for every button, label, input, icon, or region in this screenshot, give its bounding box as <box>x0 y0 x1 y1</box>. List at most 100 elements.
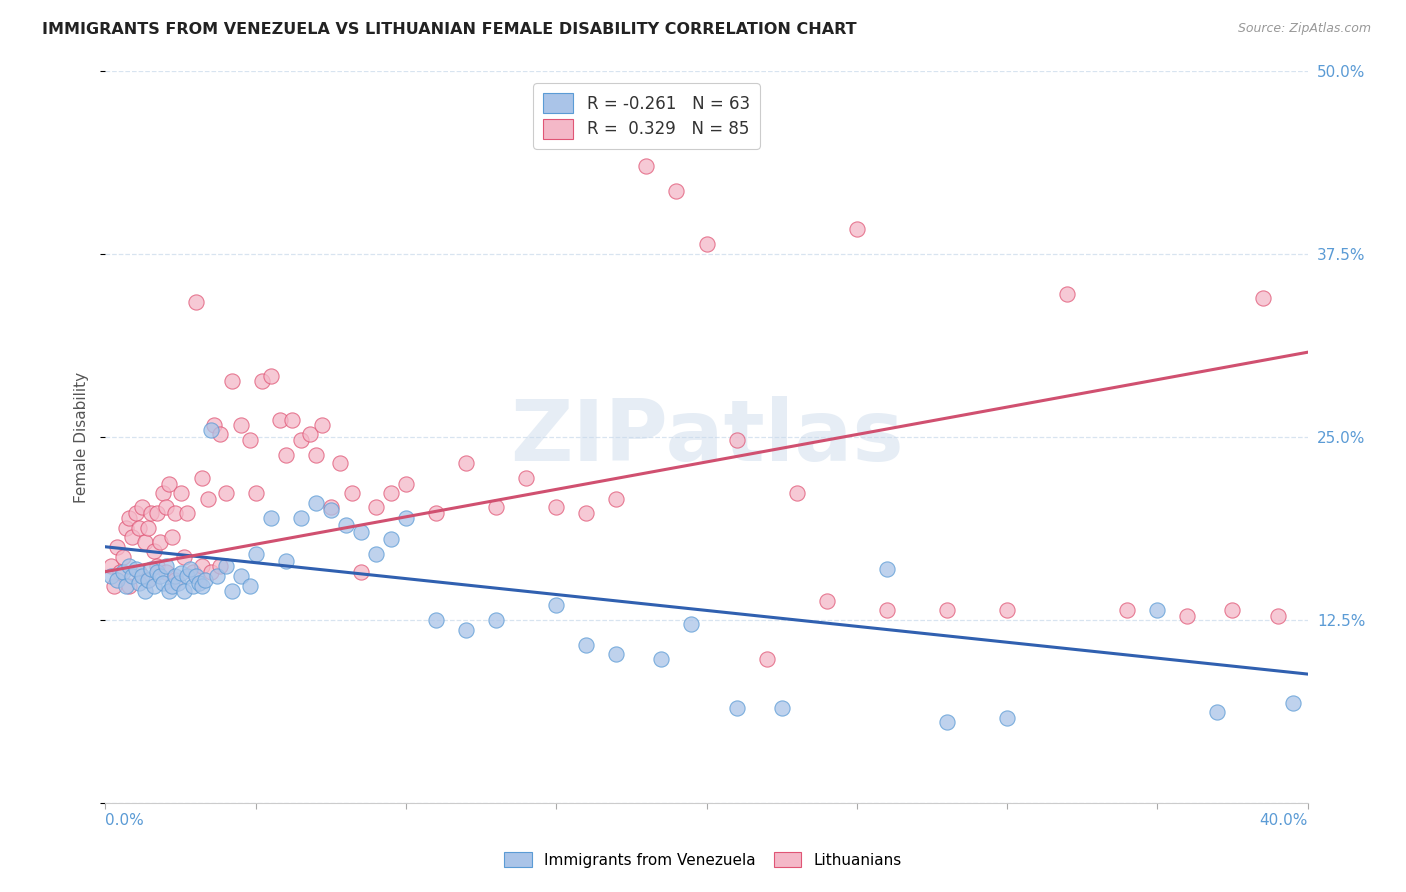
Point <box>605 491 627 506</box>
Point <box>605 647 627 661</box>
Point <box>1056 286 1078 301</box>
Point <box>187 576 209 591</box>
Point <box>142 579 165 593</box>
Point <box>152 485 174 500</box>
Point <box>208 558 231 573</box>
Point <box>176 506 198 520</box>
Point <box>1146 603 1168 617</box>
Point <box>995 603 1018 617</box>
Point <box>725 433 748 447</box>
Point <box>190 558 212 573</box>
Point <box>145 558 167 573</box>
Point <box>876 562 898 576</box>
Point <box>134 583 156 598</box>
Point <box>184 295 207 310</box>
Point <box>260 510 283 524</box>
Point <box>163 569 186 583</box>
Point <box>350 565 373 579</box>
Text: 0.0%: 0.0% <box>105 814 145 828</box>
Text: ZIPatlas: ZIPatlas <box>509 395 904 479</box>
Point <box>181 565 204 579</box>
Point <box>181 579 204 593</box>
Point <box>1251 291 1274 305</box>
Point <box>100 558 122 573</box>
Point <box>755 652 778 666</box>
Text: IMMIGRANTS FROM VENEZUELA VS LITHUANIAN FEMALE DISABILITY CORRELATION CHART: IMMIGRANTS FROM VENEZUELA VS LITHUANIAN … <box>42 22 856 37</box>
Point <box>118 510 141 524</box>
Point <box>250 375 273 389</box>
Point <box>845 222 868 236</box>
Point <box>665 184 688 198</box>
Point <box>305 448 328 462</box>
Point <box>1222 603 1244 617</box>
Point <box>166 576 188 591</box>
Point <box>176 569 198 583</box>
Point <box>142 544 165 558</box>
Point <box>128 521 150 535</box>
Point <box>208 427 231 442</box>
Point <box>636 160 658 174</box>
Point <box>290 510 312 524</box>
Point <box>148 569 170 583</box>
Point <box>155 565 177 579</box>
Point <box>194 574 217 588</box>
Point <box>274 554 297 568</box>
Point <box>281 412 304 426</box>
Point <box>335 517 357 532</box>
Point <box>145 565 167 579</box>
Point <box>725 700 748 714</box>
Point <box>395 476 418 491</box>
Point <box>696 237 718 252</box>
Point <box>546 599 568 613</box>
Point <box>179 562 201 576</box>
Point <box>245 485 267 500</box>
Point <box>139 506 162 520</box>
Point <box>145 506 167 520</box>
Point <box>112 565 135 579</box>
Point <box>190 471 212 485</box>
Point <box>229 569 252 583</box>
Point <box>136 574 159 588</box>
Point <box>995 711 1018 725</box>
Point <box>575 506 598 520</box>
Point <box>131 569 153 583</box>
Point <box>298 427 321 442</box>
Point <box>202 418 225 433</box>
Point <box>160 579 183 593</box>
Point <box>100 569 122 583</box>
Point <box>103 579 125 593</box>
Point <box>305 496 328 510</box>
Point <box>546 500 568 515</box>
Point <box>245 547 267 561</box>
Point <box>155 558 177 573</box>
Point <box>454 623 477 637</box>
Point <box>815 594 838 608</box>
Point <box>364 547 387 561</box>
Point <box>110 565 132 579</box>
Point <box>1175 608 1198 623</box>
Point <box>155 500 177 515</box>
Point <box>1116 603 1139 617</box>
Point <box>157 583 180 598</box>
Point <box>380 485 402 500</box>
Point <box>936 715 959 730</box>
Point <box>239 433 262 447</box>
Point <box>107 540 129 554</box>
Point <box>770 700 793 714</box>
Point <box>134 535 156 549</box>
Point <box>319 500 342 515</box>
Point <box>121 530 143 544</box>
Point <box>485 500 508 515</box>
Point <box>515 471 537 485</box>
Text: 40.0%: 40.0% <box>1260 814 1308 828</box>
Point <box>200 565 222 579</box>
Point <box>118 558 141 573</box>
Point <box>131 500 153 515</box>
Point <box>260 368 283 383</box>
Point <box>876 603 898 617</box>
Point <box>936 603 959 617</box>
Point <box>163 506 186 520</box>
Point <box>214 558 236 573</box>
Point <box>575 638 598 652</box>
Point <box>107 574 129 588</box>
